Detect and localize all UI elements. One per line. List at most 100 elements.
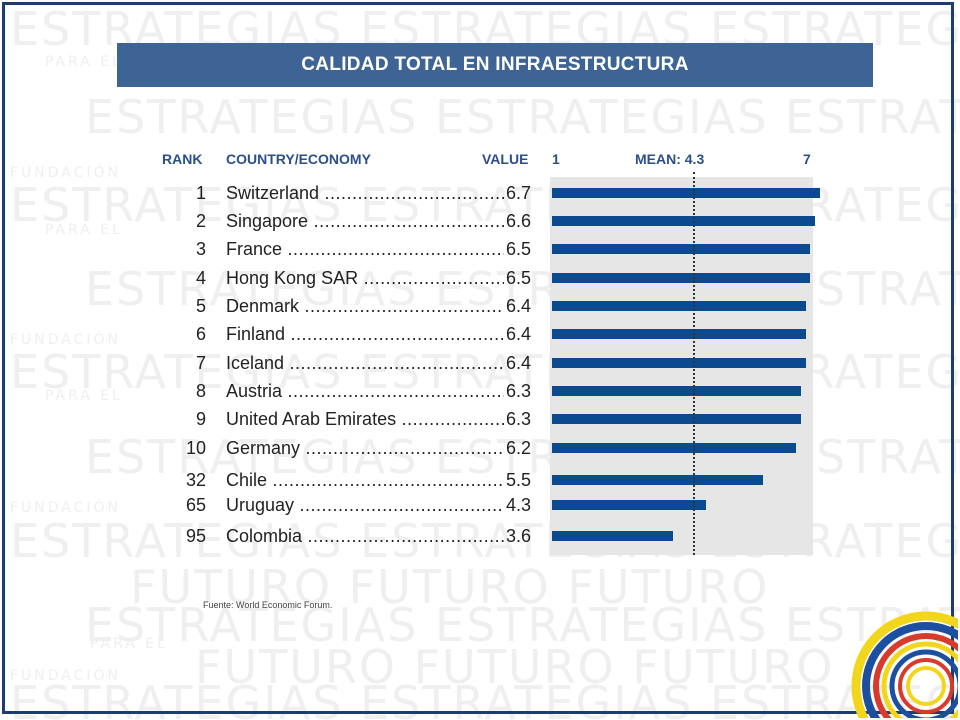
rank-cell: 9 (195, 409, 206, 429)
country-name: Denmark (226, 296, 300, 316)
country-cell: Austria ................................… (226, 381, 504, 402)
bar-denmark (552, 301, 806, 311)
watermark-text: ESTRATEGIAS ESTRATEGIAS ESTRATEGIAS (85, 430, 960, 484)
watermark-text: FUNDACIÓN (10, 165, 122, 181)
rank-cell: 32 (185, 470, 206, 490)
leader-dots: ........................................… (282, 381, 504, 401)
rank-cell: 6 (195, 324, 206, 344)
scale-max-label: 7 (803, 151, 811, 167)
country-name: Singapore (226, 211, 309, 231)
foundation-logo (846, 598, 958, 718)
value-cell: 6.5 (506, 268, 532, 288)
value-cell: 6.3 (506, 409, 532, 429)
country-cell: France .................................… (226, 239, 504, 260)
leader-dots: ........................................… (284, 353, 504, 373)
country-cell: Hong Kong SAR ..........................… (226, 268, 504, 289)
rank-cell: 4 (195, 268, 206, 288)
bar-germany (552, 443, 796, 453)
rank-cell: 1 (195, 183, 206, 203)
watermark-text: FUNDACIÓN (10, 668, 122, 684)
country-cell: United Arab Emirates ...................… (226, 409, 504, 430)
country-name: Iceland (226, 353, 285, 373)
leader-dots: ....................................... (299, 296, 504, 316)
rank-cell: 65 (185, 495, 206, 515)
country-cell: Switzerland ............................… (226, 183, 504, 204)
watermark-text: FUNDACIÓN (10, 332, 122, 348)
country-cell: Germany ................................… (226, 438, 504, 459)
value-cell: 6.2 (506, 438, 532, 458)
foundation-logo-graphic (851, 611, 958, 718)
country-name: Hong Kong SAR (226, 268, 359, 288)
country-cell: Colombia ...............................… (226, 526, 504, 547)
bar-chile (552, 475, 763, 485)
bar-iceland (552, 358, 806, 368)
country-name: Chile (226, 470, 268, 490)
leader-dots: .................... (396, 409, 504, 429)
rank-cell: 95 (185, 526, 206, 546)
scale-min-label: 1 (552, 151, 560, 167)
bar-uruguay (552, 500, 706, 510)
bar-hong-kong-sar (552, 273, 811, 283)
bar-singapore (552, 216, 815, 226)
value-cell: 6.4 (506, 324, 532, 344)
country-cell: Chile ..................................… (226, 470, 504, 491)
value-cell: 5.5 (506, 470, 532, 490)
rank-header: RANK (162, 151, 203, 167)
country-cell: Iceland ................................… (226, 353, 504, 374)
value-header: VALUE (482, 151, 529, 167)
bar-colombia (552, 531, 673, 541)
country-name: France (226, 239, 283, 259)
bar-switzerland (552, 188, 820, 198)
country-cell: Finland ................................… (226, 324, 504, 345)
rank-cell: 3 (195, 239, 206, 259)
watermark-text: FUTURO FUTURO FUTURO (130, 560, 770, 614)
leader-dots: ........................................… (267, 470, 504, 490)
watermark-text: ESTRATEGIAS ESTRATEGIAS ESTRATEGIAS (85, 90, 960, 144)
bar-austria (552, 386, 801, 396)
slide-title: CALIDAD TOTAL EN INFRAESTRUCTURA (117, 43, 873, 87)
value-cell: 6.7 (506, 183, 532, 203)
watermark-text: PARA EL (45, 54, 123, 70)
bar-united-arab-emirates (552, 414, 801, 424)
country-name: Switzerland (226, 183, 320, 203)
rank-cell: 5 (195, 296, 206, 316)
country-header: COUNTRY/ECONOMY (226, 151, 371, 167)
mean-reference-line (693, 172, 695, 555)
country-name: Colombia (226, 526, 303, 546)
watermark-text: PARA EL (45, 388, 123, 404)
leader-dots: ........................... (358, 268, 504, 288)
leader-dots: ........................................… (282, 239, 504, 259)
leader-dots: ....................................... (302, 526, 504, 546)
rank-cell: 10 (185, 438, 206, 458)
watermark-text: ESTRATEGIAS ESTRATEGIAS ESTRATEGIAS (85, 262, 960, 316)
country-name: Germany (226, 438, 301, 458)
value-cell: 6.5 (506, 239, 532, 259)
value-cell: 3.6 (506, 526, 532, 546)
leader-dots: ....................................... (300, 438, 504, 458)
watermark-text: FUNDACIÓN (10, 500, 122, 516)
country-name: United Arab Emirates (226, 409, 397, 429)
watermark-text: ESTRATEGIAS ESTRATEGIAS ESTRATEGIAS (85, 598, 960, 652)
watermark-text: PARA EL (45, 222, 123, 238)
leader-dots: ................................... (319, 183, 504, 203)
country-cell: Singapore ..............................… (226, 211, 504, 232)
watermark-text: FUTURO FUTURO FUTURO (195, 640, 835, 694)
leader-dots: ........................................… (285, 324, 504, 344)
rank-cell: 7 (195, 353, 206, 373)
leader-dots: ..................................... (308, 211, 504, 231)
bar-finland (552, 329, 806, 339)
country-name: Uruguay (226, 495, 295, 515)
leader-dots: ........................................ (294, 495, 504, 515)
rank-cell: 8 (195, 381, 206, 401)
value-cell: 6.4 (506, 353, 532, 373)
country-name: Finland (226, 324, 286, 344)
value-cell: 6.3 (506, 381, 532, 401)
watermark-text: PARA EL (90, 636, 168, 652)
country-cell: Denmark ................................… (226, 296, 504, 317)
rank-cell: 2 (195, 211, 206, 231)
value-cell: 6.6 (506, 211, 532, 231)
country-name: Austria (226, 381, 283, 401)
value-cell: 6.4 (506, 296, 532, 316)
source-note: Fuente: World Economic Forum. (203, 600, 333, 610)
